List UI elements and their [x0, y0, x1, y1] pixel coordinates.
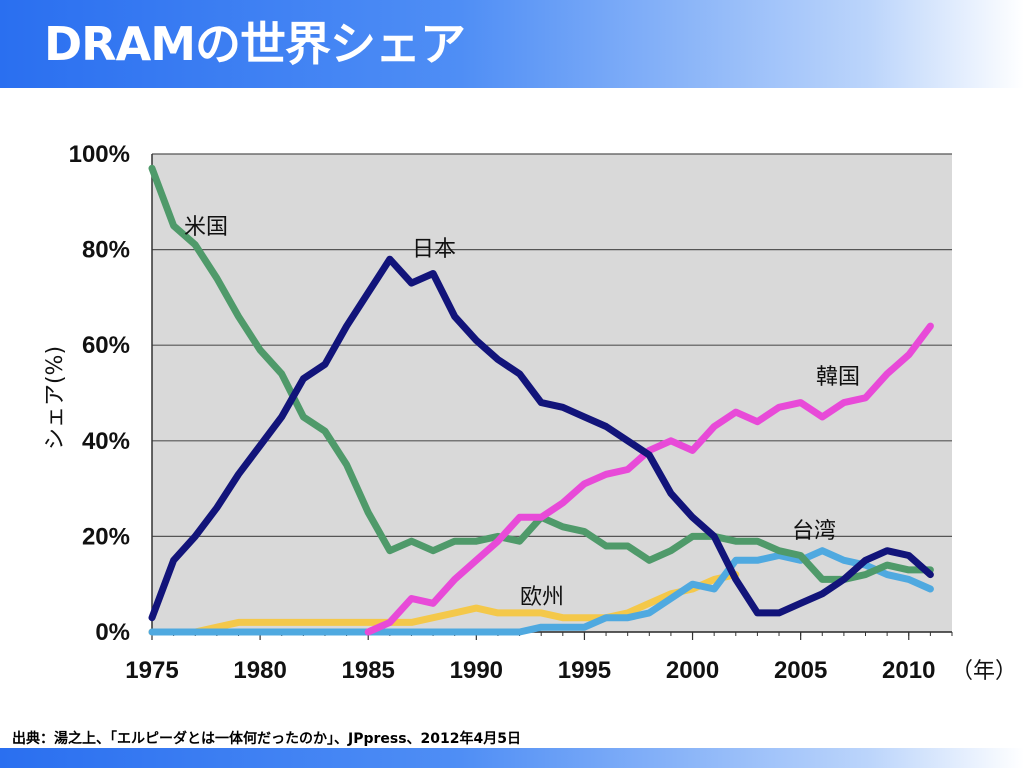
- footer-bar: [0, 748, 1024, 768]
- source-citation: 出典：湯之上、「エルピーダとは一体何だったのか」、JPpress、2012年4月…: [12, 731, 522, 747]
- x-tick-label: 2000: [666, 657, 719, 684]
- page-title: DRAMの世界シェア: [44, 17, 466, 71]
- y-tick-label: 40%: [82, 428, 130, 455]
- x-tick-label: 2010: [882, 657, 935, 684]
- series-label-台湾: 台湾: [792, 519, 836, 544]
- y-axis-label: シェア(%): [43, 346, 68, 450]
- x-tick-label: 1995: [558, 657, 611, 684]
- x-axis-label: （年）: [951, 659, 1017, 684]
- series-line-台湾: [148, 547, 934, 636]
- series-label-日本: 日本: [412, 237, 456, 262]
- x-tick-label: 1980: [233, 657, 286, 684]
- x-tick-label: 1990: [450, 657, 503, 684]
- y-tick-label: 60%: [82, 332, 130, 359]
- y-tick-label: 100%: [69, 141, 130, 168]
- series-label-欧州: 欧州: [520, 585, 564, 610]
- x-tick-label: 1985: [342, 657, 395, 684]
- series-line-韓国: [364, 322, 934, 636]
- x-tick-label: 1975: [125, 657, 178, 684]
- series-line-日本: [148, 255, 934, 622]
- series-label-韓国: 韓国: [816, 365, 860, 390]
- series-line-欧州: [148, 571, 740, 636]
- plot-area: [152, 154, 952, 632]
- y-tick-label: 20%: [82, 523, 130, 550]
- x-tick-label: 2005: [774, 657, 827, 684]
- series-label-米国: 米国: [184, 215, 228, 240]
- y-tick-label: 0%: [95, 619, 130, 646]
- title-bar: DRAMの世界シェア: [0, 0, 1024, 88]
- y-tick-label: 80%: [82, 237, 130, 264]
